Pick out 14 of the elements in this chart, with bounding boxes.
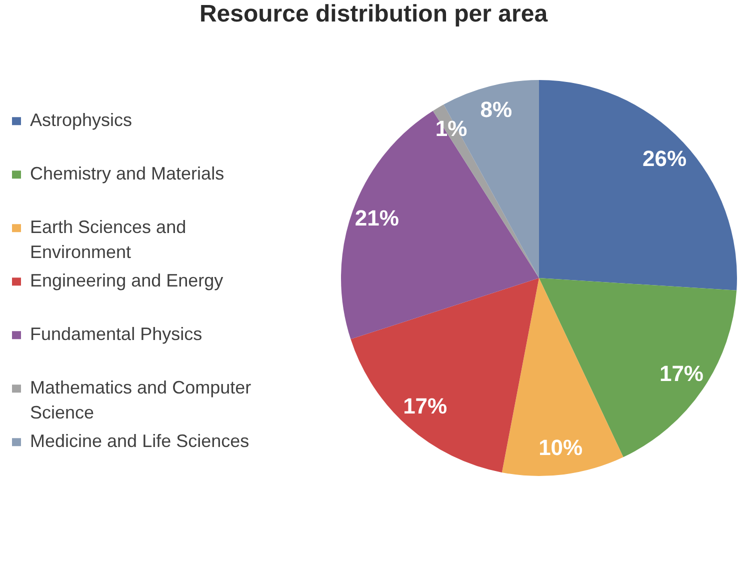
data-label: 17% (403, 393, 448, 418)
legend-label: Astrophysics (30, 110, 132, 130)
data-label: 21% (354, 206, 399, 231)
legend-label: Chemistry and Materials (30, 164, 224, 184)
data-label: 17% (659, 360, 704, 386)
legend-label: Mathematics and Computer Science (30, 378, 252, 422)
legend-label: Engineering and Energy (30, 270, 224, 291)
data-label: 26% (642, 146, 687, 172)
legend-label: Fundamental Physics (30, 324, 202, 344)
legend-label: Medicine and Life Sciences (30, 431, 250, 452)
data-label: 8% (480, 97, 512, 122)
legend-label: Earth Sciences and Environment (30, 217, 186, 262)
data-label: 10% (538, 434, 583, 460)
chart-title: Resource distribution per area (199, 0, 548, 28)
